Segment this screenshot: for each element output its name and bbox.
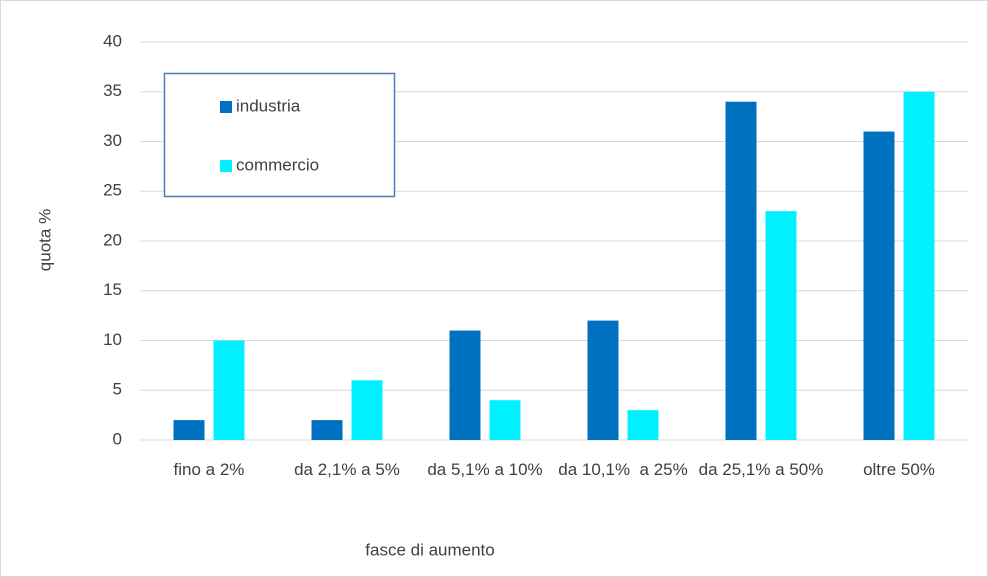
x-tick-label: oltre 50% bbox=[863, 460, 935, 479]
y-tick-label: 30 bbox=[103, 131, 122, 150]
bar bbox=[863, 131, 895, 441]
y-tick-label: 0 bbox=[113, 429, 122, 448]
bar bbox=[765, 211, 797, 440]
y-tick-label: 15 bbox=[103, 280, 122, 299]
bar bbox=[627, 410, 659, 440]
x-tick-label: da 25,1% a 50% bbox=[698, 460, 824, 479]
x-tick-label: da 5,1% a 10% bbox=[427, 460, 543, 479]
bar bbox=[903, 91, 935, 440]
legend-swatch bbox=[220, 101, 232, 113]
bar bbox=[587, 320, 619, 440]
x-axis-label: fasce di aumento bbox=[365, 540, 494, 559]
legend-box bbox=[163, 72, 396, 198]
bar bbox=[173, 420, 205, 440]
x-tick-label: fino a 2% bbox=[173, 460, 245, 479]
bar bbox=[351, 380, 383, 440]
legend-swatch bbox=[220, 160, 232, 172]
y-axis-label: quota % bbox=[35, 209, 54, 271]
x-tick-label: da 10,1% a 25% bbox=[558, 460, 688, 479]
bar bbox=[311, 420, 343, 440]
y-tick-label: 10 bbox=[103, 330, 122, 349]
y-tick-label: 40 bbox=[103, 31, 122, 50]
y-tick-label: 25 bbox=[103, 181, 122, 200]
bar bbox=[489, 400, 521, 440]
y-tick-label: 5 bbox=[113, 380, 122, 399]
legend-label: commercio bbox=[236, 155, 319, 174]
x-tick-label: da 2,1% a 5% bbox=[294, 460, 400, 479]
bar bbox=[213, 340, 245, 440]
legend-label: industria bbox=[236, 96, 301, 115]
bar bbox=[725, 101, 757, 440]
bar bbox=[449, 330, 481, 440]
y-tick-label: 35 bbox=[103, 81, 122, 100]
y-tick-label: 20 bbox=[103, 230, 122, 249]
